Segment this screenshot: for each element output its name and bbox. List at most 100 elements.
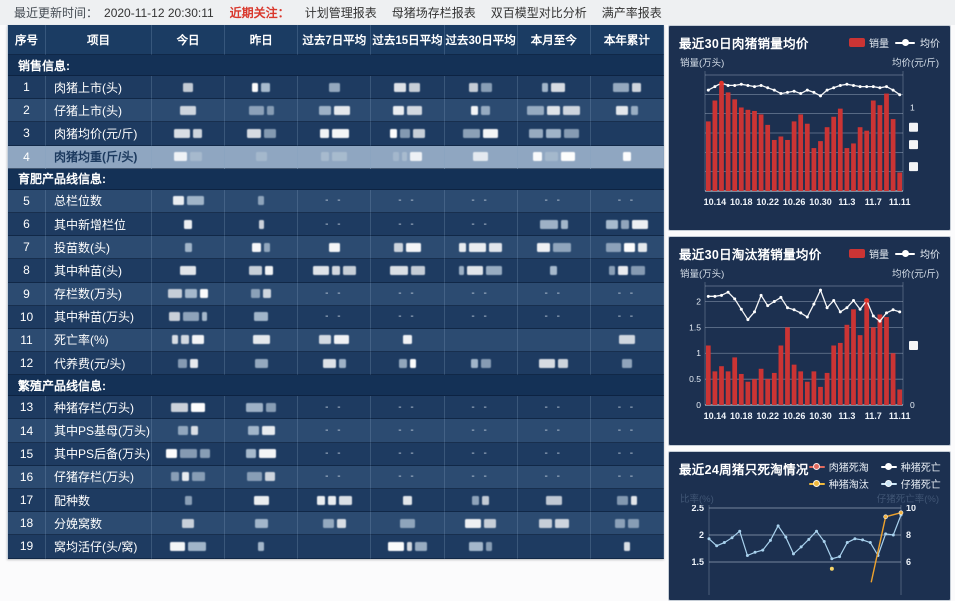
- row-number: 2: [8, 99, 46, 123]
- table-row[interactable]: 4 肉猪均重(斤/头): [8, 145, 664, 169]
- no-data-dashes: - -: [398, 401, 417, 413]
- summary-table: 序号 项目 今日 昨日 过去7日平均 过去15日平均 过去30日平均 本月至今 本年累计 销售信息…: [7, 25, 664, 559]
- column-header: 项目: [46, 25, 152, 55]
- table-row[interactable]: 18 分娩窝数: [8, 512, 664, 536]
- table-row[interactable]: 6 其中新增栏位 - - - - - -: [8, 212, 664, 237]
- redacted-value: [403, 335, 412, 345]
- value-cell: [225, 396, 299, 420]
- svg-text:1.5: 1.5: [691, 557, 704, 567]
- redacted-value: [393, 105, 422, 115]
- redacted-value: [173, 128, 203, 138]
- value-cell: - -: [298, 465, 372, 489]
- value-cell: [517, 328, 591, 353]
- chart-title: 最近30日肉猪销量均价: [679, 37, 809, 51]
- table-row[interactable]: 19 窝均活仔(头/窝): [8, 535, 664, 559]
- table-row[interactable]: 17 配种数: [8, 489, 664, 513]
- svg-text:1: 1: [910, 102, 915, 112]
- value-cell: [152, 236, 226, 260]
- row-number: 12: [8, 352, 46, 376]
- svg-text:10.22: 10.22: [756, 411, 779, 421]
- table-row[interactable]: 12 代养费(元/头): [8, 352, 664, 376]
- value-cell: - -: [371, 282, 445, 306]
- chart-panel-3: 最近24周猪只死淘情况 肉猪死淘 种猪死亡 种猪淘汰 仔猪死亡 比率(%) 仔猪死亡率(%)…: [668, 451, 951, 601]
- value-cell: [298, 535, 372, 559]
- table-row[interactable]: 15 其中PS后备(万头) - - - - - - - - - -: [8, 442, 664, 466]
- row-label: 仔猪上市(头): [46, 99, 152, 123]
- table-row[interactable]: 11 死亡率(%): [8, 328, 664, 353]
- legend-item-肉猪死淘[interactable]: 肉猪死淘: [808, 459, 869, 474]
- value-cell: [298, 99, 372, 123]
- value-cell: [152, 282, 226, 306]
- table-row[interactable]: 3 肉猪均价(元/斤): [8, 122, 664, 146]
- update-time-label: 最近更新时间：: [14, 6, 99, 20]
- value-cell: [152, 76, 226, 100]
- legend-item-种猪淘汰[interactable]: 种猪淘汰: [808, 476, 869, 491]
- no-data-dashes: - -: [471, 448, 490, 460]
- recent-focus-label: 近期关注：: [229, 6, 290, 20]
- redacted-value: [622, 358, 632, 368]
- value-cell: - -: [590, 189, 664, 213]
- legend-item-均价[interactable]: 均价: [894, 246, 940, 261]
- no-data-dashes: - -: [325, 425, 344, 437]
- topbar-link-3[interactable]: 双百模型对比分析: [490, 6, 587, 20]
- value-cell: [298, 76, 372, 100]
- redacted-value: [312, 265, 357, 275]
- value-cell: - -: [444, 212, 518, 237]
- table-row[interactable]: 8 其中种苗(头): [8, 259, 664, 283]
- redacted-value: [253, 495, 269, 505]
- row-label: 肉猪均价(元/斤): [46, 122, 152, 146]
- row-number: 17: [8, 489, 46, 513]
- value-cell: - -: [590, 305, 664, 329]
- value-cell: - -: [517, 465, 591, 489]
- table-row[interactable]: 5 总栏位数 - - - - - - - - - -: [8, 189, 664, 213]
- value-cell: - -: [517, 442, 591, 466]
- legend-item-销量[interactable]: 销量: [849, 35, 889, 50]
- line-dot-swatch-icon: [808, 480, 825, 487]
- redacted-value: [468, 82, 493, 92]
- value-cell: - -: [444, 189, 518, 213]
- column-header: 今日: [152, 25, 226, 55]
- column-header: 本月至今: [517, 25, 591, 55]
- bar-swatch-icon: [849, 38, 865, 47]
- table-row[interactable]: 2 仔猪上市(头): [8, 99, 664, 123]
- redacted-value: [251, 289, 272, 299]
- redacted-value: [402, 495, 412, 505]
- row-label: 仔猪存栏(万头): [46, 465, 152, 489]
- value-cell: [590, 352, 664, 376]
- redacted-value: [615, 105, 639, 115]
- chart-panel-2: 最近30日淘汰猪销量均价 销量 均价 销量(万头) 均价(元/斤) 2 1.5 1 0.5 0 0 1…: [668, 236, 951, 446]
- table-row[interactable]: 1 肉猪上市(头): [8, 76, 664, 100]
- table-row[interactable]: 13 种猪存栏(万头) - - - - - - - - - -: [8, 396, 664, 420]
- value-cell: [225, 305, 299, 329]
- redacted-value: [527, 105, 581, 115]
- table-row[interactable]: 9 存栏数(万头) - - - - - - - - - -: [8, 282, 664, 306]
- table-row[interactable]: 7 投苗数(头): [8, 236, 664, 260]
- topbar-link-1[interactable]: 计划管理报表: [304, 6, 377, 20]
- table-row[interactable]: 10 其中种苗(万头) - - - - - - - - - -: [8, 305, 664, 329]
- value-cell: - -: [371, 419, 445, 443]
- legend-item-仔猪死亡[interactable]: 仔猪死亡: [880, 476, 941, 491]
- legend-item-均价[interactable]: 均价: [894, 35, 940, 50]
- no-data-dashes: - -: [617, 195, 637, 207]
- svg-text:11.3: 11.3: [838, 197, 855, 207]
- legend-item-销量[interactable]: 销量: [849, 246, 889, 261]
- value-cell: [590, 489, 664, 513]
- legend-label: 销量: [869, 39, 889, 50]
- topbar-link-4[interactable]: 满产率报表: [601, 6, 662, 20]
- value-cell: - -: [517, 305, 591, 329]
- no-data-dashes: - -: [398, 311, 417, 323]
- table-row[interactable]: 16 仔猪存栏(万头) - - - - - - - - - -: [8, 465, 664, 489]
- no-data-dashes: - -: [325, 311, 344, 323]
- topbar-link-2[interactable]: 母猪场存栏报表: [391, 6, 476, 20]
- value-cell: [444, 76, 518, 100]
- table-row[interactable]: 14 其中PS基母(万头) - - - - - - - - - -: [8, 419, 664, 443]
- value-cell: [444, 489, 518, 513]
- redacted-value: [246, 128, 276, 138]
- value-cell: [590, 535, 664, 559]
- svg-text:6: 6: [906, 557, 911, 567]
- svg-text:10.30: 10.30: [809, 411, 832, 421]
- axis-labels: 比率(%) 仔猪死亡率(%): [679, 491, 940, 505]
- row-label: 窝均活仔(头/窝): [46, 535, 152, 559]
- line-dot-swatch-icon: [880, 480, 897, 487]
- legend-item-种猪死亡[interactable]: 种猪死亡: [880, 459, 941, 474]
